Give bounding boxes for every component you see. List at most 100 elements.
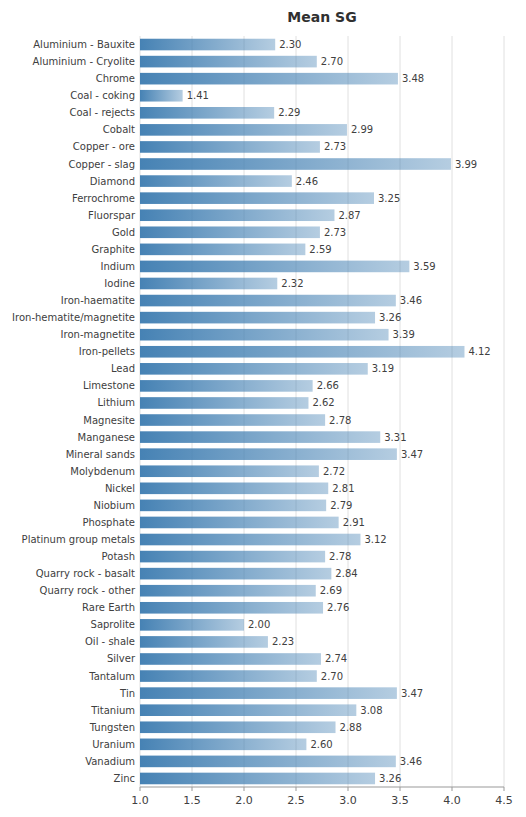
category-label: Manganese [78, 432, 135, 443]
data-label: 2.70 [321, 56, 343, 67]
data-label: 3.59 [413, 261, 435, 272]
data-label: 2.23 [272, 636, 294, 647]
category-label: Tantalum [88, 671, 135, 682]
data-label: 3.48 [402, 73, 424, 84]
title: Mean SG [287, 9, 356, 25]
category-label: Diamond [90, 176, 135, 187]
category-label: Tungsten [89, 722, 135, 733]
data-label: 2.78 [329, 415, 351, 426]
data-label: 2.84 [335, 568, 357, 579]
category-label: Quarry rock - other [40, 585, 136, 596]
bar [140, 687, 397, 699]
data-label: 2.72 [323, 466, 345, 477]
data-label: 2.30 [279, 39, 301, 50]
bar [140, 773, 375, 785]
bar [140, 329, 389, 341]
data-label: 2.00 [248, 619, 270, 630]
grid-line [348, 36, 349, 787]
data-label: 1.41 [187, 90, 209, 101]
bar [140, 363, 368, 375]
grid-line [400, 36, 401, 787]
chart: Mean SG1.01.52.02.53.03.54.04.5Aluminium… [0, 0, 526, 817]
data-label: 2.32 [281, 278, 303, 289]
data-label: 3.12 [364, 534, 386, 545]
category-label: Nickel [105, 483, 135, 494]
category-label: Fluorspar [88, 210, 136, 221]
category-label: Lead [111, 363, 135, 374]
data-label: 2.88 [340, 722, 362, 733]
category-label: Titanium [90, 705, 135, 716]
bar [140, 397, 308, 409]
bar [140, 124, 347, 136]
y-axis: Aluminium - Bauxite Aluminium - Cryolite C… [12, 39, 136, 784]
category-label: Graphite [91, 244, 135, 255]
tick-label: 1.0 [131, 794, 149, 807]
category-label: Copper - slag [69, 159, 136, 170]
data-label: 3.47 [401, 449, 423, 460]
bar [140, 312, 375, 324]
tick-mark [192, 787, 193, 791]
data-label: 3.26 [379, 312, 401, 323]
category-label: Lithium [98, 397, 135, 408]
tick-label: 3.5 [391, 794, 409, 807]
bar [140, 226, 320, 238]
bar [140, 56, 317, 68]
bar [140, 619, 244, 631]
category-label: Gold [112, 227, 135, 238]
bar [140, 380, 313, 392]
category-label: Coal - rejects [69, 107, 135, 118]
tick-label: 4.5 [495, 794, 513, 807]
bar [140, 636, 268, 648]
data-label: 2.73 [324, 141, 346, 152]
category-label: Mineral sands [66, 449, 135, 460]
category-label: Saprolite [91, 619, 135, 630]
data-label: 2.60 [310, 739, 332, 750]
data-label: 2.87 [338, 210, 360, 221]
tick-label: 4.0 [443, 794, 461, 807]
data-label: 3.99 [455, 159, 477, 170]
category-label: Iron-haematite [61, 295, 135, 306]
category-label: Iron-pellets [79, 346, 135, 357]
tick-label: 2.5 [287, 794, 305, 807]
bar [140, 244, 305, 256]
bar [140, 483, 328, 495]
category-label: Chrome [96, 73, 135, 84]
data-label: 2.76 [327, 602, 349, 613]
bar [140, 721, 336, 733]
data-label: 2.62 [312, 397, 334, 408]
tick-label: 3.0 [339, 794, 357, 807]
category-label: Aluminium - Bauxite [33, 39, 135, 50]
data-label: 3.46 [400, 295, 422, 306]
bar [140, 551, 325, 563]
bar [140, 261, 409, 273]
bar [140, 39, 275, 51]
category-label: Quarry rock - basalt [36, 568, 135, 579]
tick-mark [504, 787, 505, 791]
grid-line [504, 36, 505, 787]
data-label: 2.91 [343, 517, 365, 528]
category-label: Silver [107, 653, 136, 664]
data-label: 3.26 [379, 773, 401, 784]
data-label: 3.47 [401, 688, 423, 699]
data-label: 2.74 [325, 653, 347, 664]
tick-mark [400, 787, 401, 791]
tick-mark [348, 787, 349, 791]
bar [140, 602, 323, 614]
bar [140, 517, 339, 529]
category-label: Aluminium - Cryolite [33, 56, 135, 67]
data-label: 2.99 [351, 124, 373, 135]
data-label: 4.12 [468, 346, 490, 357]
data-labels: 2.302.703.481.412.292.992.733.992.463.25… [187, 39, 491, 784]
tick-mark [244, 787, 245, 791]
data-label: 2.46 [296, 176, 318, 187]
category-label: Uranium [92, 739, 135, 750]
bar [140, 465, 319, 477]
category-label: Copper - ore [73, 141, 135, 152]
tick-mark [296, 787, 297, 791]
category-label: Ferrochrome [72, 193, 135, 204]
data-label: 2.59 [309, 244, 331, 255]
bar [140, 141, 320, 153]
data-label: 2.66 [317, 380, 339, 391]
data-label: 2.81 [332, 483, 354, 494]
axis-line [140, 787, 504, 788]
